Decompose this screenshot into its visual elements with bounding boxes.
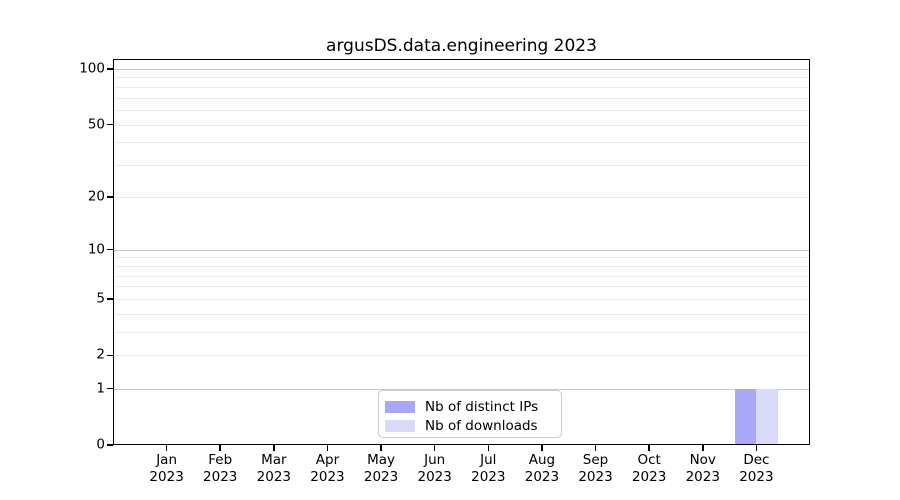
x-tick-label: Apr 2023	[295, 452, 359, 486]
plot-area	[113, 59, 810, 445]
y-tick-label: 20	[87, 188, 105, 205]
y-tick-label: 1	[96, 379, 105, 396]
y-tick-mark	[107, 248, 113, 251]
x-tick-label: Sep 2023	[564, 452, 628, 486]
legend-label: Nb of downloads	[425, 418, 538, 434]
x-tick-mark	[273, 445, 275, 451]
bar-nb-of-downloads	[756, 388, 778, 445]
x-tick-label: Aug 2023	[510, 452, 574, 486]
x-tick-mark	[219, 445, 222, 451]
x-tick-label: Feb 2023	[188, 452, 252, 486]
y-tick-label: 5	[96, 290, 105, 307]
y-tick-mark	[107, 123, 113, 126]
chart-title: argusDS.data.engineering 2023	[326, 36, 597, 56]
x-tick-month: Jan	[156, 452, 178, 468]
x-tick-mark	[380, 445, 382, 451]
x-tick-mark	[755, 445, 758, 451]
legend-row: Nb of downloads	[385, 417, 553, 435]
minor-gridline	[113, 142, 810, 144]
x-tick-month: Jun	[424, 452, 446, 468]
x-tick-year: 2023	[739, 469, 774, 485]
x-tick-label: Jan 2023	[135, 452, 199, 486]
minor-gridline	[113, 313, 810, 315]
major-gridline	[113, 68, 810, 70]
x-tick-year: 2023	[149, 469, 184, 485]
x-tick-label: Dec 2023	[724, 452, 788, 486]
x-tick-month: Oct	[637, 452, 661, 468]
y-tick-label: 10	[87, 240, 105, 257]
bar-nb-of-distinct-ips	[734, 388, 757, 445]
x-tick-mark	[433, 445, 436, 451]
minor-gridline	[113, 124, 810, 126]
x-tick-mark	[594, 445, 597, 451]
x-tick-year: 2023	[471, 469, 506, 485]
legend: Nb of distinct IPs Nb of downloads	[378, 390, 562, 438]
x-tick-year: 2023	[417, 469, 452, 485]
minor-gridline	[113, 196, 810, 198]
x-tick-year: 2023	[256, 469, 292, 485]
major-gridline	[113, 249, 810, 251]
x-tick-label: May 2023	[349, 452, 413, 486]
minor-gridline	[113, 257, 810, 259]
minor-gridline	[113, 298, 810, 300]
minor-gridline	[113, 286, 810, 288]
x-tick-month: May	[367, 452, 396, 468]
x-tick-label: Nov 2023	[671, 452, 735, 486]
x-tick-month: Feb	[208, 452, 233, 468]
legend-swatch	[385, 420, 415, 432]
x-tick-year: 2023	[203, 469, 238, 485]
x-tick-month: Sep	[582, 452, 609, 468]
minor-gridline	[113, 86, 810, 88]
x-tick-year: 2023	[578, 469, 613, 485]
minor-gridline	[113, 332, 810, 334]
x-tick-month: Dec	[743, 452, 770, 468]
minor-gridline	[113, 165, 810, 167]
x-tick-year: 2023	[685, 469, 720, 485]
x-tick-mark	[541, 445, 543, 451]
y-tick-mark	[107, 354, 113, 357]
x-tick-label: Jul 2023	[456, 452, 520, 486]
minor-gridline	[113, 97, 810, 99]
x-tick-month: Aug	[528, 452, 556, 468]
x-tick-month: Jul	[480, 452, 497, 468]
y-tick-mark	[107, 196, 113, 198]
y-tick-mark	[107, 387, 113, 390]
x-tick-label: Oct 2023	[617, 452, 681, 486]
legend-row: Nb of distinct IPs	[385, 398, 553, 416]
legend-swatch	[385, 401, 415, 413]
x-tick-mark	[487, 445, 490, 451]
y-tick-label: 50	[87, 115, 105, 132]
x-tick-month: Mar	[261, 452, 287, 468]
legend-label: Nb of distinct IPs	[425, 399, 539, 415]
y-tick-label: 2	[96, 346, 105, 363]
y-tick-mark	[107, 68, 113, 70]
minor-gridline	[113, 77, 810, 79]
minor-gridline	[113, 355, 810, 357]
x-tick-year: 2023	[524, 469, 560, 485]
y-tick-mark	[107, 444, 113, 446]
x-tick-year: 2023	[363, 469, 399, 485]
minor-gridline	[113, 109, 810, 111]
x-tick-mark	[701, 445, 704, 451]
minor-gridline	[113, 265, 810, 267]
x-tick-month: Apr	[315, 452, 340, 468]
x-tick-mark	[165, 445, 168, 451]
x-tick-label: Jun 2023	[403, 452, 467, 486]
x-tick-year: 2023	[631, 469, 667, 485]
y-tick-label: 100	[79, 60, 105, 77]
x-tick-month: Nov	[689, 452, 716, 468]
x-tick-label: Mar 2023	[242, 452, 306, 486]
x-tick-mark	[648, 445, 650, 451]
x-tick-mark	[326, 445, 329, 451]
y-tick-label: 0	[96, 436, 105, 453]
major-gridline	[113, 388, 810, 390]
x-tick-year: 2023	[310, 469, 345, 485]
y-tick-mark	[107, 298, 113, 300]
minor-gridline	[113, 275, 810, 277]
